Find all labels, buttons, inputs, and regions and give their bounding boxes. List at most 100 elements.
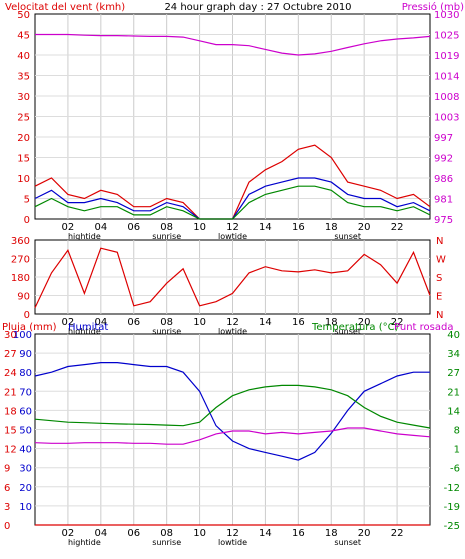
y-tick-left: 5 [24,195,30,206]
y-tick-right: 1 [454,445,460,456]
annotation-sunrise: sunrise [152,232,181,241]
y-tick-left: 270 [11,255,30,266]
y-tick-right: 21 [447,387,460,398]
annotation-sunset: sunset [334,327,361,336]
dewpoint-axis-title: Punt rosada [394,322,453,333]
y-tick-humidity: 10 [19,502,32,513]
x-tick-label: 18 [325,528,338,539]
x-tick-label: 02 [62,317,75,328]
y-tick-humidity: 100 [13,330,32,341]
y-tick-right: -12 [444,483,460,494]
y-tick-humidity: 40 [19,445,32,456]
y-tick-right: 34 [447,349,460,360]
y-tick-right: 1025 [434,31,459,42]
x-tick-label: 02 [62,528,75,539]
y-tick-humidity: 30 [19,464,32,475]
x-tick-label: 20 [358,222,371,233]
y-tick-left: 0 [24,310,30,321]
x-tick-label: 18 [325,222,338,233]
annotation-sunrise: sunrise [152,538,181,547]
x-tick-label: 16 [292,317,305,328]
x-tick-label: 10 [193,222,206,233]
chart-title: 24 hour graph day : 27 Octubre 2010 [164,2,351,13]
y-tick-right: 8 [454,426,460,437]
y-tick-rain: 6 [4,483,10,494]
y-tick-rain: 3 [4,502,10,513]
series-line [34,247,431,309]
y-tick-right: 1003 [434,113,459,124]
x-tick-label: 14 [259,317,272,328]
y-tick-right: 992 [434,154,453,165]
annotation-hightide: hightide [68,327,101,336]
y-tick-left: 90 [17,292,30,303]
y-tick-left: 10 [17,174,30,185]
y-tick-left: 180 [11,273,30,284]
y-tick-left: 40 [17,51,30,62]
x-tick-label: 02 [62,222,75,233]
annotation-hightide: hightide [68,538,101,547]
y-tick-right: N [436,236,443,247]
y-tick-rain: 15 [4,426,17,437]
y-tick-rain: 12 [4,445,17,456]
x-tick-label: 22 [391,222,404,233]
left-axis-title: Velocitat del vent (kmh) [5,2,125,13]
x-tick-label: 12 [226,317,239,328]
x-tick-label: 04 [94,222,107,233]
y-tick-right: E [436,292,442,303]
right-axis-title: Pressió (mb) [402,1,464,13]
y-tick-right: N [436,310,443,321]
series-line-punt-rosada [34,427,431,445]
y-tick-right: 1014 [434,72,459,83]
y-tick-humidity: 20 [19,483,32,494]
x-tick-label: 16 [292,528,305,539]
x-tick-label: 08 [160,528,173,539]
x-tick-label: 06 [127,317,140,328]
y-tick-rain: 18 [4,406,17,417]
y-tick-right: 997 [434,133,453,144]
x-tick-label: 10 [193,317,206,328]
rain-axis-title: Pluja (mm) [2,322,57,333]
annotation-sunset: sunset [334,232,361,241]
annotation-lowtide: lowtide [218,538,247,547]
y-tick-right: 1030 [434,10,459,21]
y-tick-left: 20 [17,133,30,144]
y-tick-left: 360 [11,236,30,247]
y-tick-right: 1008 [434,92,459,103]
x-tick-label: 12 [226,528,239,539]
y-tick-rain: 9 [4,464,10,475]
annotation-sunrise: sunrise [152,327,181,336]
y-tick-humidity: 90 [19,349,32,360]
x-tick-label: 14 [259,528,272,539]
humidity-axis-title: Humitat [68,322,108,333]
x-tick-label: 04 [94,317,107,328]
series-line-temperatura [34,384,431,429]
y-tick-right: W [436,255,446,266]
y-tick-humidity: 50 [19,426,32,437]
y-tick-humidity: 80 [19,368,32,379]
y-tick-right: 40 [447,330,460,341]
temperature-axis-title: Temperatura (°C) [311,322,399,333]
x-tick-label: 08 [160,222,173,233]
x-tick-label: 20 [358,528,371,539]
y-tick-left: 35 [17,72,30,83]
y-tick-right: 981 [434,195,453,206]
x-tick-label: 20 [358,317,371,328]
x-tick-label: 06 [127,222,140,233]
y-tick-left: 45 [17,31,30,42]
y-tick-right: 1019 [434,51,459,62]
y-tick-humidity: 60 [19,406,32,417]
x-tick-label: 18 [325,317,338,328]
y-tick-rain: 0 [4,521,10,532]
x-tick-label: 06 [127,528,140,539]
x-tick-label: 08 [160,317,173,328]
x-tick-label: 12 [226,222,239,233]
x-tick-label: 04 [94,528,107,539]
annotation-sunset: sunset [334,538,361,547]
annotation-lowtide: lowtide [218,327,247,336]
series-line [35,33,431,56]
y-tick-humidity: 70 [19,387,32,398]
y-tick-right: -6 [450,464,460,475]
annotation-hightide: hightide [68,232,101,241]
y-tick-left: 15 [17,154,30,165]
